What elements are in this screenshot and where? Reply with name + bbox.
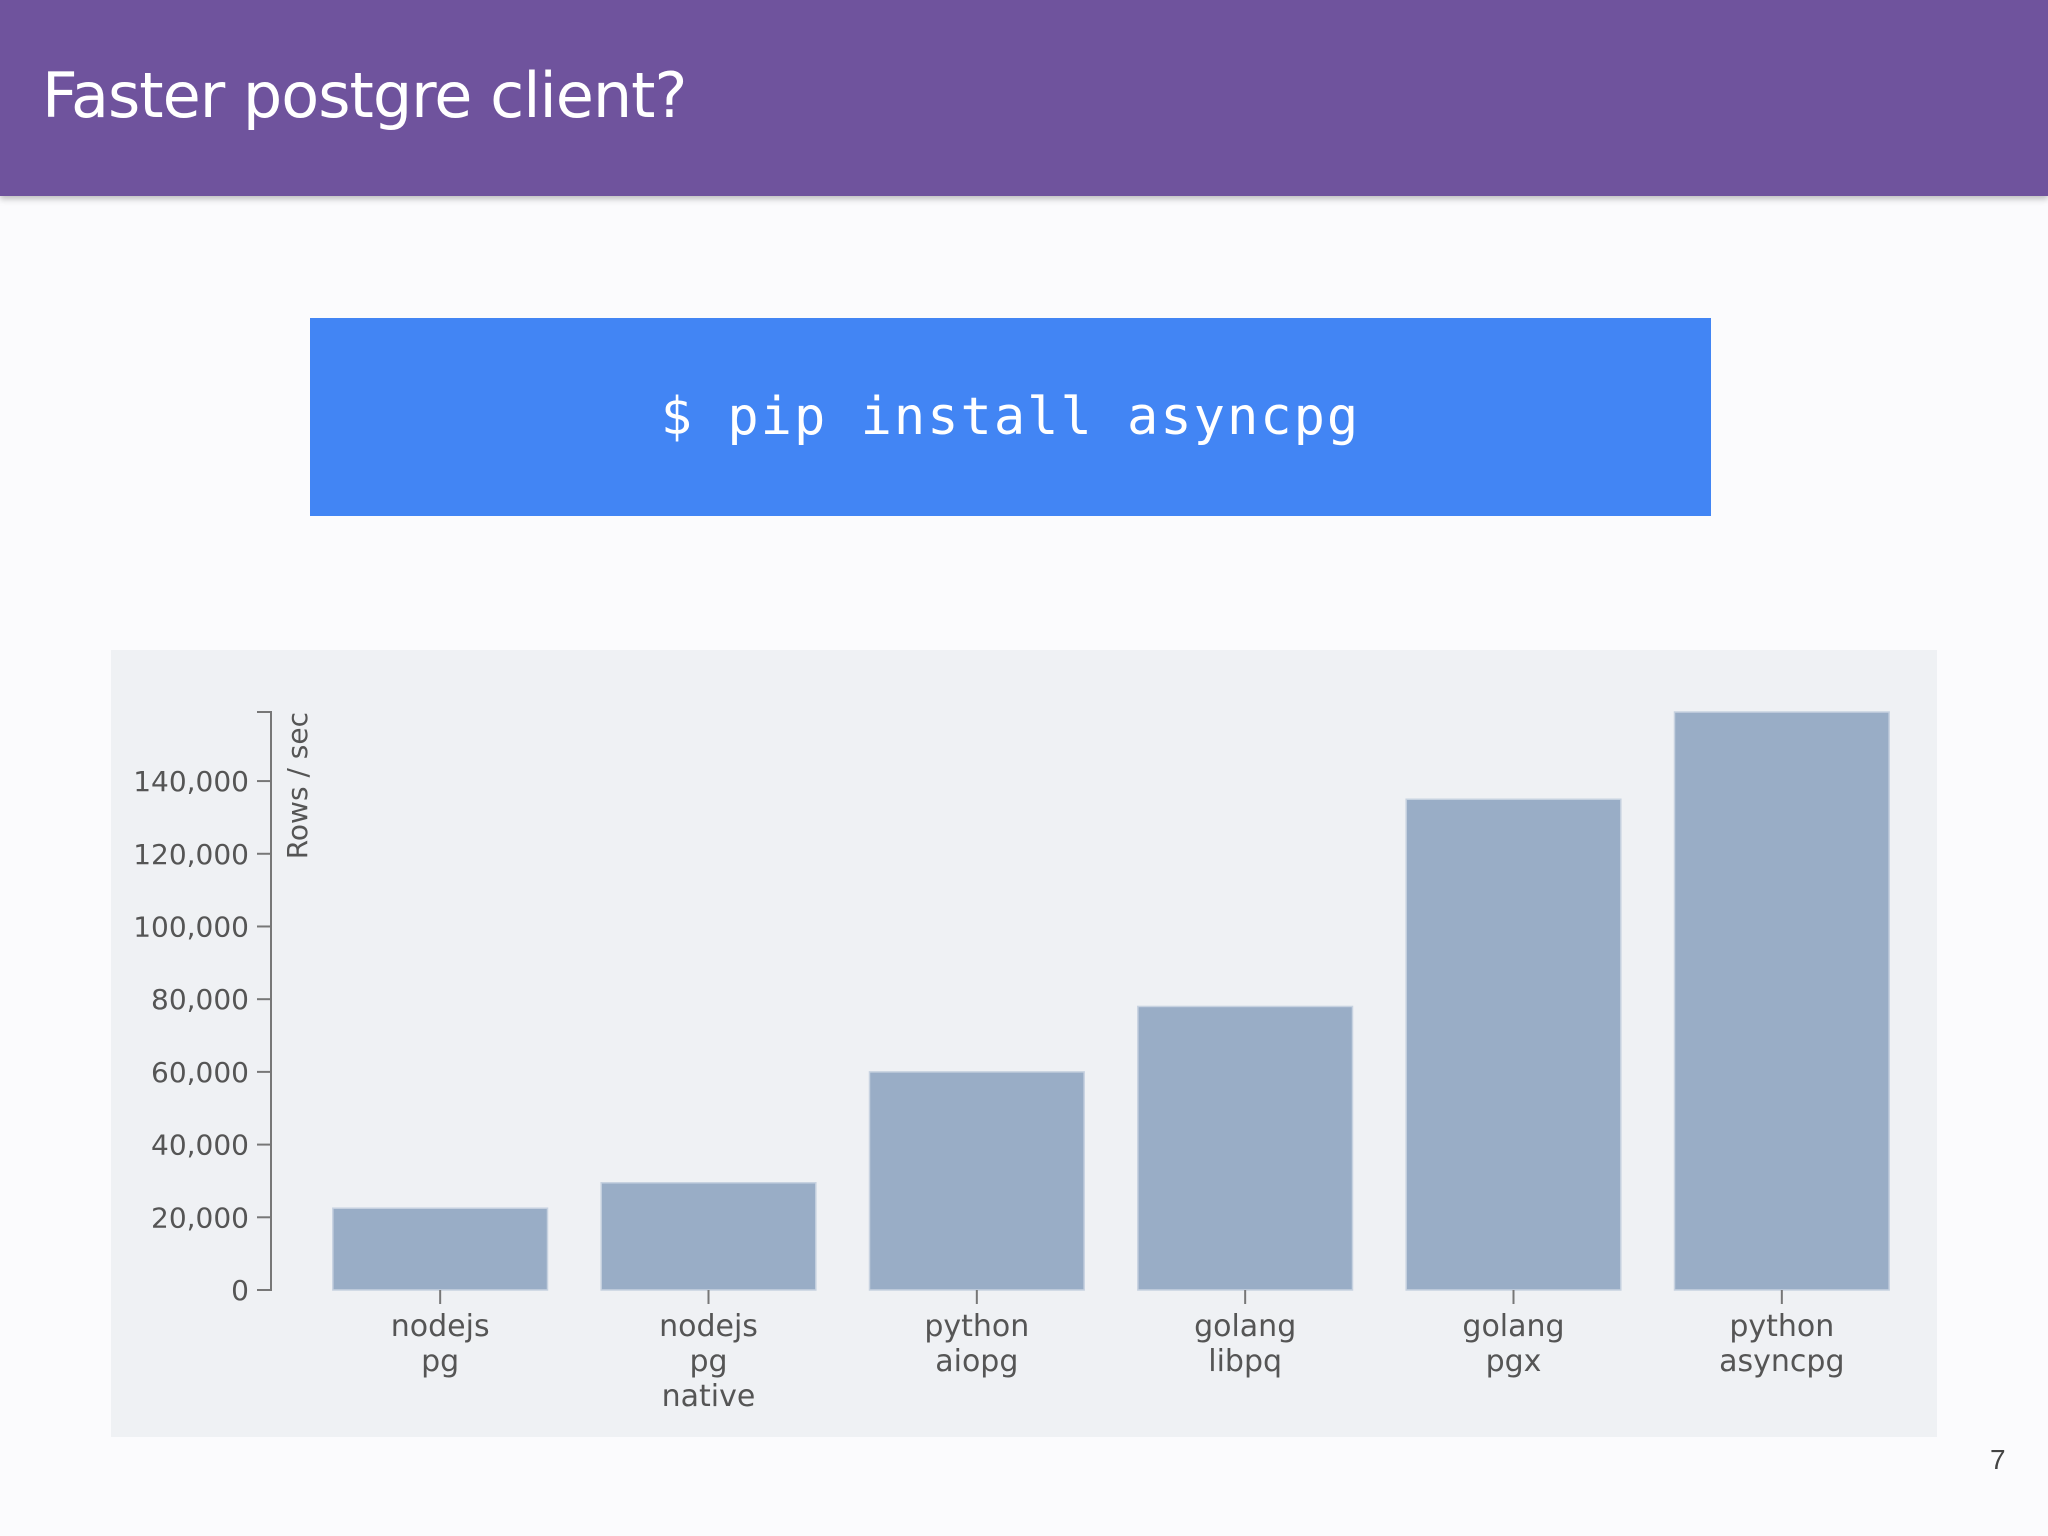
y-tick-label: 0 bbox=[231, 1274, 249, 1307]
x-tick-label: python bbox=[924, 1309, 1029, 1344]
x-tick-label: asyncpg bbox=[1719, 1344, 1844, 1379]
y-tick-label: 100,000 bbox=[133, 910, 249, 943]
bar bbox=[868, 1071, 1085, 1291]
page-number: 7 bbox=[1990, 1444, 2006, 1475]
y-tick-label: 120,000 bbox=[133, 838, 249, 871]
command-box: $ pip install asyncpg bbox=[310, 318, 1711, 516]
y-tick-label: 40,000 bbox=[151, 1129, 249, 1162]
bar-chart-panel: 0 20,000 40,000 60,000 80,000 100,000 120,000 1… bbox=[111, 650, 1937, 1437]
y-tick-label: 60,000 bbox=[151, 1056, 249, 1089]
x-tick-label: nodejs bbox=[659, 1309, 758, 1344]
x-tick-label: aiopg bbox=[935, 1344, 1018, 1379]
y-axis-title: Rows / sec bbox=[281, 712, 314, 859]
y-tick-label: 140,000 bbox=[133, 765, 249, 798]
slide-title: Faster postgre client? bbox=[42, 59, 687, 132]
x-tick-label: python bbox=[1729, 1309, 1834, 1344]
x-tick-label: pgx bbox=[1486, 1344, 1542, 1379]
bar bbox=[1405, 798, 1622, 1291]
install-command: $ pip install asyncpg bbox=[660, 387, 1361, 447]
y-axis-line bbox=[257, 711, 272, 1291]
bar bbox=[332, 1207, 549, 1291]
x-tick-label: golang bbox=[1194, 1309, 1296, 1344]
bar-chart: 0 20,000 40,000 60,000 80,000 100,000 120,000 1… bbox=[133, 711, 1890, 1414]
y-tick-label: 20,000 bbox=[151, 1201, 249, 1234]
x-tick-label: golang bbox=[1462, 1309, 1564, 1344]
bar bbox=[600, 1182, 817, 1291]
x-tick-label: pg bbox=[689, 1344, 727, 1379]
x-tick-label: native bbox=[662, 1379, 756, 1414]
y-tick-label: 80,000 bbox=[151, 983, 249, 1016]
x-tick-label: pg bbox=[421, 1344, 459, 1379]
x-tick-label: libpq bbox=[1208, 1344, 1282, 1379]
bar bbox=[1137, 1005, 1354, 1291]
x-tick-label: nodejs bbox=[391, 1309, 490, 1344]
slide-header: Faster postgre client? bbox=[0, 0, 2048, 196]
bar bbox=[1673, 711, 1890, 1291]
